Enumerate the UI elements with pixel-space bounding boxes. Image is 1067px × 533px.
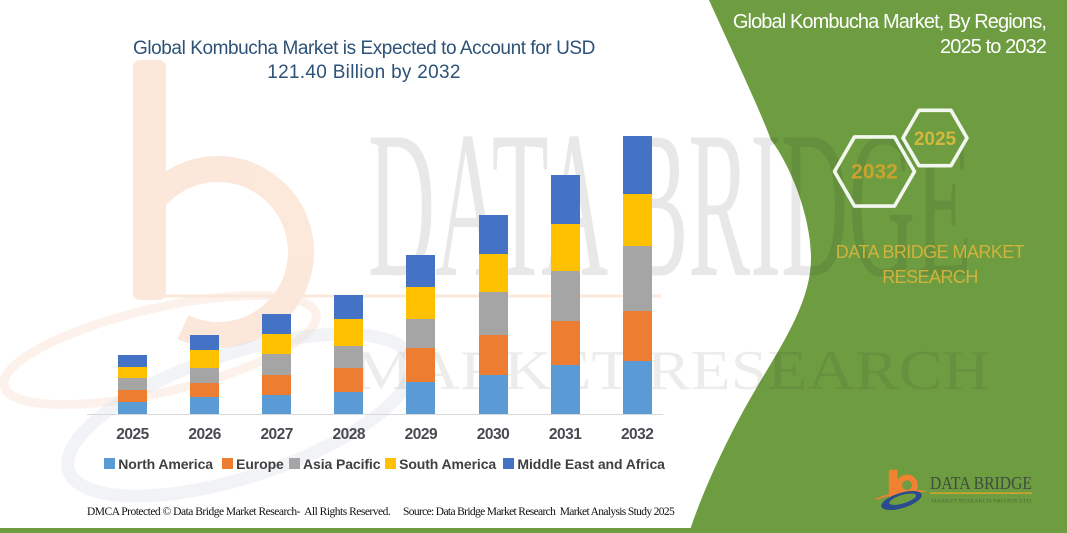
svg-text:MARKET RESEARCH: MARKET RESEARCH — [354, 340, 990, 402]
svg-text:2032: 2032 — [851, 161, 898, 184]
svg-text:MARKET RESEARCH PRIVATE LTD: MARKET RESEARCH PRIVATE LTD — [931, 499, 1031, 505]
svg-text:DATA BRIDGE: DATA BRIDGE — [930, 473, 1032, 493]
svg-text:2025: 2025 — [914, 129, 957, 150]
